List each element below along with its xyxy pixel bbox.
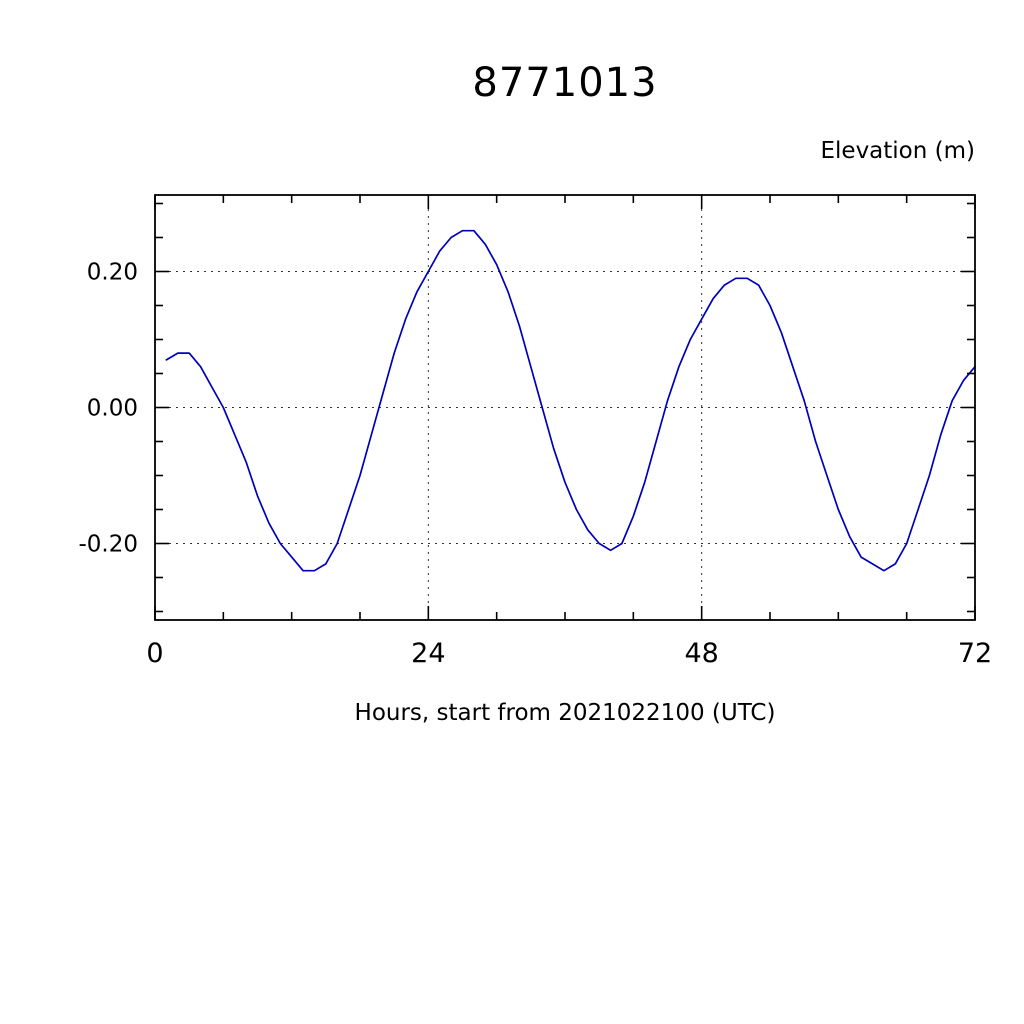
x-tick-label: 72 (958, 638, 992, 669)
elevation-series-line (165, 229, 976, 572)
x-tick-label: 48 (684, 638, 718, 669)
y-tick-label: 0.00 (87, 396, 138, 422)
x-tick-label: 0 (146, 638, 163, 669)
page-title: 8771013 (472, 60, 658, 106)
y-tick-label: -0.20 (78, 532, 138, 558)
x-tick-label: 24 (411, 638, 445, 669)
y-axis-title: Elevation (m) (820, 138, 976, 164)
x-axis-title: Hours, start from 2021022100 (UTC) (354, 700, 776, 726)
plot-frame (154, 194, 976, 621)
y-tick-label: 0.20 (87, 260, 138, 286)
